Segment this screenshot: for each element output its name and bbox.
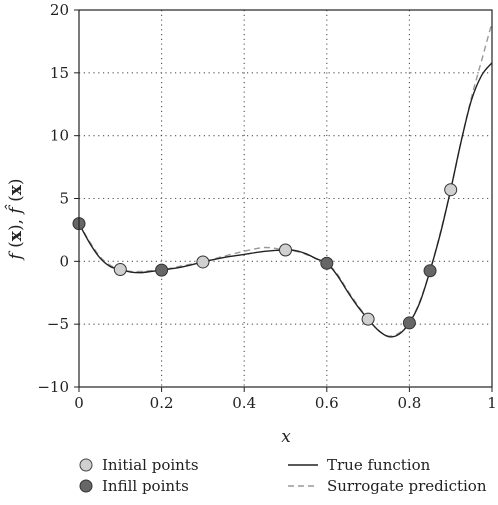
legend: Initial points Infill points True functi… [79, 456, 487, 495]
legend-surrogate-label: Surrogate prediction [327, 477, 487, 495]
axis-ticks: 0 0.2 0.4 0.6 0.8 1 −10 −5 0 5 10 15 20 [37, 1, 496, 412]
initial-point [279, 243, 292, 257]
grid [79, 10, 492, 387]
legend-infill-points-marker [79, 479, 93, 493]
x-axis-label: x [281, 427, 291, 447]
surrogate-prediction-line [78, 22, 493, 337]
legend-infill-points-label: Infill points [102, 477, 189, 495]
x-tick-label: 1 [487, 394, 497, 412]
legend-initial-points-label: Initial points [102, 456, 199, 474]
y-tick-label: 0 [59, 252, 69, 270]
initial-point [361, 312, 375, 326]
y-tick-label: 10 [50, 127, 69, 145]
initial-point [196, 255, 210, 269]
data-markers [72, 183, 458, 330]
x-tick-label: 0.6 [315, 394, 339, 412]
svg-text:f (x), f̂ (x): f (x), f̂ (x) [5, 178, 26, 261]
x-tick-label: 0 [74, 394, 84, 412]
x-tick-label: 0.8 [397, 394, 421, 412]
series-lines [78, 22, 493, 338]
x-tick-label: 0.4 [232, 394, 256, 412]
y-tick-label: 5 [59, 190, 69, 208]
legend-true-function-label: True function [327, 456, 431, 474]
x-tick-label: 0.2 [150, 394, 174, 412]
y-tick-label: 20 [50, 1, 69, 19]
y-tick-label: 15 [50, 64, 69, 82]
initial-point [113, 263, 127, 277]
initial-point [444, 183, 458, 197]
infill-point [155, 263, 169, 277]
infill-point [423, 264, 437, 278]
infill-point [402, 316, 416, 330]
y-tick-label: −5 [47, 315, 69, 333]
y-axis-label: f (x), f̂ (x) [5, 178, 26, 261]
legend-initial-points-marker [79, 458, 93, 472]
y-tick-label: −10 [37, 378, 69, 396]
true-function-line [78, 62, 493, 338]
infill-point [320, 256, 334, 270]
